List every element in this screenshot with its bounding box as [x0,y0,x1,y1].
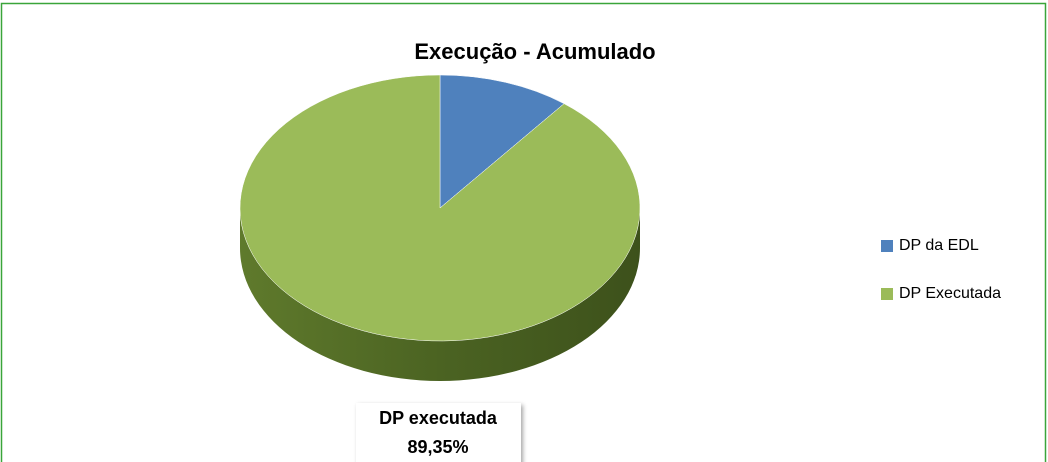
legend-swatch [881,288,893,300]
data-label-value: 89,35% [407,437,468,457]
pie-slice [239,74,641,342]
legend-swatch [881,240,893,252]
chart-title: Execução - Acumulado [414,39,655,64]
data-label-box [356,403,521,462]
pie-slice [439,74,565,209]
pie-side [240,208,640,381]
data-label-name: DP executada [379,408,498,428]
legend-label: DP da EDL [899,237,979,254]
legend-label: DP Executada [899,285,1001,302]
